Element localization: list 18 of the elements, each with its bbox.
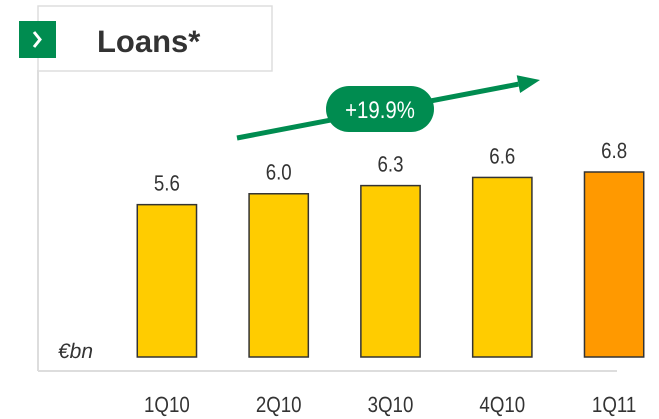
x-tick-label: 1Q11	[592, 394, 636, 418]
bar	[248, 193, 310, 358]
bar	[472, 176, 533, 358]
y-axis-title: €bn	[58, 340, 94, 363]
text: +19.9%	[345, 96, 415, 124]
bar	[584, 171, 644, 358]
data-label: 6.0	[266, 161, 292, 186]
chart-title: Loans*	[97, 24, 202, 59]
bar	[136, 204, 198, 358]
x-tick-label: 1Q10	[144, 394, 190, 418]
data-label: 5.6	[154, 172, 180, 196]
data-label: 6.3	[378, 153, 404, 177]
x-tick-label: 3Q10	[368, 394, 414, 418]
x-tick-label: 2Q10	[256, 394, 302, 418]
x-tick-label: 4Q10	[479, 394, 526, 418]
data-label: 6.8	[601, 140, 628, 164]
bar	[360, 184, 421, 358]
data-label: 6.6	[489, 145, 516, 169]
